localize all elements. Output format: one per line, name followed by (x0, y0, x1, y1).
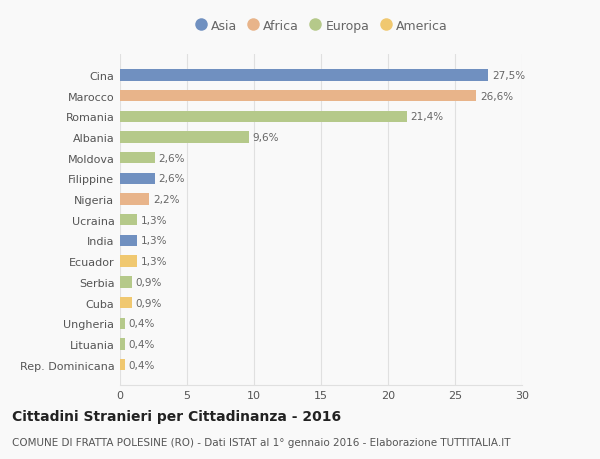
Text: 2,6%: 2,6% (158, 153, 185, 163)
Text: Cittadini Stranieri per Cittadinanza - 2016: Cittadini Stranieri per Cittadinanza - 2… (12, 409, 341, 423)
Text: 0,9%: 0,9% (136, 298, 162, 308)
Legend: Asia, Africa, Europa, America: Asia, Africa, Europa, America (190, 15, 452, 38)
Bar (120, 256, 137, 267)
Text: COMUNE DI FRATTA POLESINE (RO) - Dati ISTAT al 1° gennaio 2016 - Elaborazione TU: COMUNE DI FRATTA POLESINE (RO) - Dati IS… (12, 437, 511, 447)
Bar (120, 174, 155, 185)
Text: 21,4%: 21,4% (410, 112, 443, 122)
Bar (120, 235, 137, 246)
Bar (120, 359, 125, 370)
Text: 2,2%: 2,2% (153, 195, 179, 205)
Text: 1,3%: 1,3% (141, 236, 167, 246)
Bar (120, 339, 125, 350)
Text: 0,4%: 0,4% (129, 360, 155, 370)
Text: 2,6%: 2,6% (158, 174, 185, 184)
Text: 26,6%: 26,6% (480, 91, 513, 101)
Text: 1,3%: 1,3% (141, 215, 167, 225)
Text: 9,6%: 9,6% (252, 133, 278, 143)
Bar (120, 194, 149, 205)
Text: 0,9%: 0,9% (136, 277, 162, 287)
Bar (120, 215, 137, 226)
Bar (120, 132, 248, 143)
Bar (120, 70, 488, 81)
Text: 27,5%: 27,5% (492, 71, 525, 81)
Bar (120, 277, 132, 288)
Text: 0,4%: 0,4% (129, 339, 155, 349)
Text: 0,4%: 0,4% (129, 319, 155, 329)
Text: 1,3%: 1,3% (141, 257, 167, 267)
Bar (120, 91, 476, 102)
Bar (120, 153, 155, 164)
Bar (120, 318, 125, 329)
Bar (120, 297, 132, 308)
Bar (120, 112, 407, 123)
